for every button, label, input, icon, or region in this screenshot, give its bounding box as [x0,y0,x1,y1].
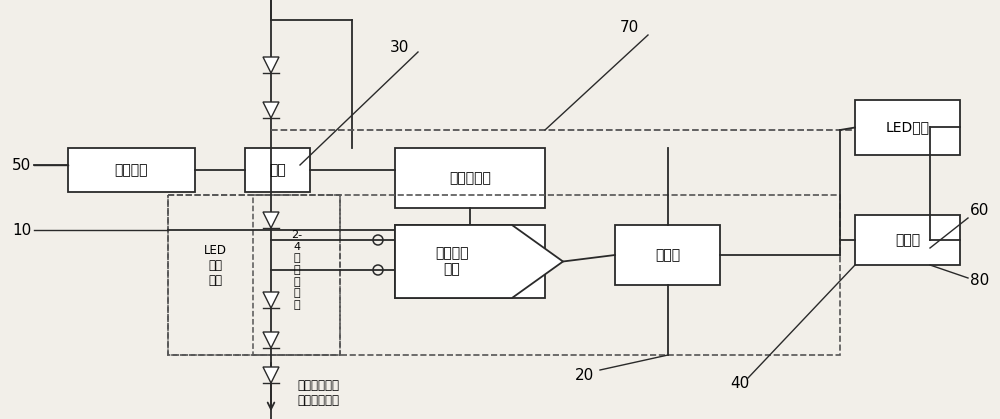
Text: 80: 80 [970,272,989,287]
Text: 动力源: 动力源 [655,248,680,262]
Bar [253,195,340,355]
Text: 2-
4
个
电
线
选
择: 2- 4 个 电 线 选 择 [291,230,303,310]
Text: 等效负荷: 等效负荷 [115,163,148,177]
Bar [395,148,545,208]
Text: 数据获得
部件: 数据获得 部件 [435,246,469,277]
Bar [395,225,545,298]
Text: 70: 70 [620,21,639,36]
Text: LED驱动: LED驱动 [886,121,930,134]
Bar [168,195,340,355]
Text: 60: 60 [970,202,989,217]
Text: 10: 10 [12,222,31,238]
Bar [615,225,720,285]
Bar [855,100,960,155]
Text: 40: 40 [730,375,749,391]
Text: 电流源完全从
动力源线断开: 电流源完全从 动力源线断开 [297,379,339,407]
Bar [855,215,960,265]
Text: 开关: 开关 [269,163,286,177]
Polygon shape [263,367,279,383]
Polygon shape [263,212,279,228]
Text: LED
部分
组合: LED 部分 组合 [204,243,226,287]
Text: 30: 30 [390,39,409,54]
Text: 20: 20 [575,367,594,383]
Polygon shape [263,292,279,308]
Bar [168,195,840,355]
Text: 50: 50 [12,158,31,173]
Polygon shape [263,102,279,118]
Text: 数据获得
部件: 数据获得 部件 [453,246,487,277]
Text: 计算机界面: 计算机界面 [449,171,491,185]
Text: 计算机: 计算机 [895,233,920,247]
Bar [68,148,195,192]
Bar [245,148,310,192]
Polygon shape [395,225,563,298]
Polygon shape [263,57,279,73]
Polygon shape [263,332,279,348]
